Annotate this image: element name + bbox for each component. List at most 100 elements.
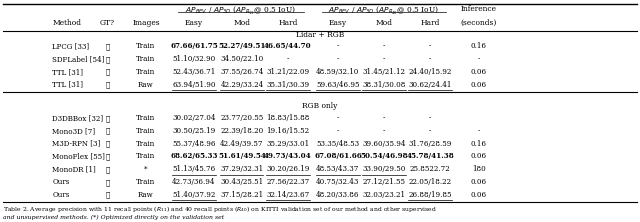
Text: 55.37/48.96: 55.37/48.96 [172,140,216,148]
Text: 48.20/33.86: 48.20/33.86 [316,191,360,199]
Text: ✓: ✓ [106,127,109,135]
Text: Table 2. Average precision with 11 recall points ($R_{11}$) and 40 recall points: Table 2. Average precision with 11 recal… [3,204,437,214]
Text: 18.83/15.88: 18.83/15.88 [266,114,310,122]
Text: 46.65/44.70: 46.65/44.70 [264,42,312,50]
Text: 52.43/36.71: 52.43/36.71 [172,68,216,76]
Text: Ours: Ours [52,178,70,186]
Text: (seconds): (seconds) [461,19,497,27]
Text: ✗: ✗ [106,81,109,89]
Text: 0.06: 0.06 [470,191,487,199]
Text: -: - [429,55,431,63]
Text: ✗: ✗ [106,191,109,199]
Text: Train: Train [136,140,156,148]
Text: Ours: Ours [52,191,70,199]
Text: ✓: ✓ [106,114,109,122]
Text: 30.20/26.19: 30.20/26.19 [266,165,310,173]
Text: 31.45/21.12: 31.45/21.12 [362,68,406,76]
Text: -: - [429,114,431,122]
Text: 27.12/21.55: 27.12/21.55 [362,178,406,186]
Text: TTL [31]: TTL [31] [52,81,83,89]
Text: Train: Train [136,68,156,76]
Text: ✓: ✓ [106,153,109,161]
Text: 0.06: 0.06 [470,81,487,89]
Text: 53.35/48.53: 53.35/48.53 [316,140,360,148]
Text: -: - [337,127,339,135]
Text: 51.13/45.76: 51.13/45.76 [172,165,216,173]
Text: Mod: Mod [234,19,250,27]
Text: MonoFlex [55]: MonoFlex [55] [52,153,106,161]
Text: 0.06: 0.06 [470,68,487,76]
Text: Train: Train [136,127,156,135]
Text: 23.77/20.55: 23.77/20.55 [220,114,264,122]
Text: -: - [287,55,289,63]
Text: 52.27/49.51: 52.27/49.51 [218,42,266,50]
Text: Inference: Inference [461,5,497,13]
Text: 22.39/18.20: 22.39/18.20 [220,127,264,135]
Text: -: - [383,114,385,122]
Text: 33.90/29.50: 33.90/29.50 [362,165,406,173]
Text: 48.53/43.37: 48.53/43.37 [316,165,360,173]
Text: -: - [477,55,480,63]
Text: -: - [429,42,431,50]
Text: 63.94/51.90: 63.94/51.90 [172,81,216,89]
Text: 34.50/22.10: 34.50/22.10 [220,55,264,63]
Text: -: - [337,114,339,122]
Text: -: - [337,42,339,50]
Text: 39.60/35.94: 39.60/35.94 [362,140,406,148]
Text: 67.66/61.75: 67.66/61.75 [170,42,218,50]
Text: 59.63/46.95: 59.63/46.95 [316,81,360,89]
Text: 38.31/30.08: 38.31/30.08 [362,81,406,89]
Text: 51.61/49.54: 51.61/49.54 [218,153,266,161]
Text: Easy: Easy [185,19,203,27]
Text: 35.31/30.39: 35.31/30.39 [266,81,310,89]
Text: 48.59/32.10: 48.59/32.10 [316,68,360,76]
Text: 180: 180 [472,165,486,173]
Text: 32.14/23.67: 32.14/23.67 [266,191,310,199]
Text: 40.75/32.43: 40.75/32.43 [316,178,360,186]
Text: 30.50/25.19: 30.50/25.19 [172,127,216,135]
Text: Train: Train [136,42,156,50]
Text: Train: Train [136,178,156,186]
Text: 49.73/43.04: 49.73/43.04 [264,153,312,161]
Text: 42.49/39.57: 42.49/39.57 [220,140,264,148]
Text: Mod: Mod [376,19,392,27]
Text: 51.40/37.92: 51.40/37.92 [172,191,216,199]
Text: Hard: Hard [278,19,298,27]
Text: 19.16/15.52: 19.16/15.52 [266,127,310,135]
Text: ✗: ✗ [106,68,109,76]
Text: M3D-RPN [3]: M3D-RPN [3] [52,140,100,148]
Text: 35.29/33.01: 35.29/33.01 [266,140,310,148]
Text: 27.56/22.37: 27.56/22.37 [266,178,310,186]
Text: RGB only: RGB only [302,102,338,110]
Text: ✓: ✓ [106,140,109,148]
Text: and unsupervised methods. (*) Optimized directly on the validation set: and unsupervised methods. (*) Optimized … [3,215,225,220]
Text: 51.10/32.90: 51.10/32.90 [172,55,216,63]
Text: -: - [383,127,385,135]
Text: 24.40/15.92: 24.40/15.92 [408,68,452,76]
Text: *: * [144,165,148,173]
Text: Method: Method [52,19,81,27]
Text: 37.15/28.21: 37.15/28.21 [220,191,264,199]
Text: 22.05/18.22: 22.05/18.22 [408,178,452,186]
Text: SDFLabel [54]: SDFLabel [54] [52,55,105,63]
Text: $AP_{BEV}$ / $AP_{3D}$ ($AP_{R_{11}}$@ 0.5 IoU): $AP_{BEV}$ / $AP_{3D}$ ($AP_{R_{11}}$@ 0… [186,5,296,17]
Text: 30.62/24.41: 30.62/24.41 [408,81,452,89]
Text: 50.54/46.98: 50.54/46.98 [360,153,408,161]
Text: ✗: ✗ [106,165,109,173]
Text: Train: Train [136,55,156,63]
Text: -: - [477,127,480,135]
Text: Images: Images [132,19,160,27]
Text: 26.88/19.85: 26.88/19.85 [408,191,452,199]
Text: 42.73/36.94: 42.73/36.94 [172,178,216,186]
Text: D3DBBox [32]: D3DBBox [32] [52,114,104,122]
Text: 67.08/61.66: 67.08/61.66 [314,153,362,161]
Text: 32.03/23.21: 32.03/23.21 [362,191,406,199]
Text: 42.29/33.24: 42.29/33.24 [220,81,264,89]
Text: -: - [383,55,385,63]
Text: 0.06: 0.06 [470,153,487,161]
Text: ✗: ✗ [106,55,109,63]
Text: 45.78/41.38: 45.78/41.38 [406,153,454,161]
Text: Lidar + RGB: Lidar + RGB [296,31,344,39]
Text: Raw: Raw [138,191,154,199]
Text: $AP_{BEV}$ / $AP_{3D}$ ($AP_{R_{40}}$@ 0.5 IoU): $AP_{BEV}$ / $AP_{3D}$ ($AP_{R_{40}}$@ 0… [328,5,440,17]
